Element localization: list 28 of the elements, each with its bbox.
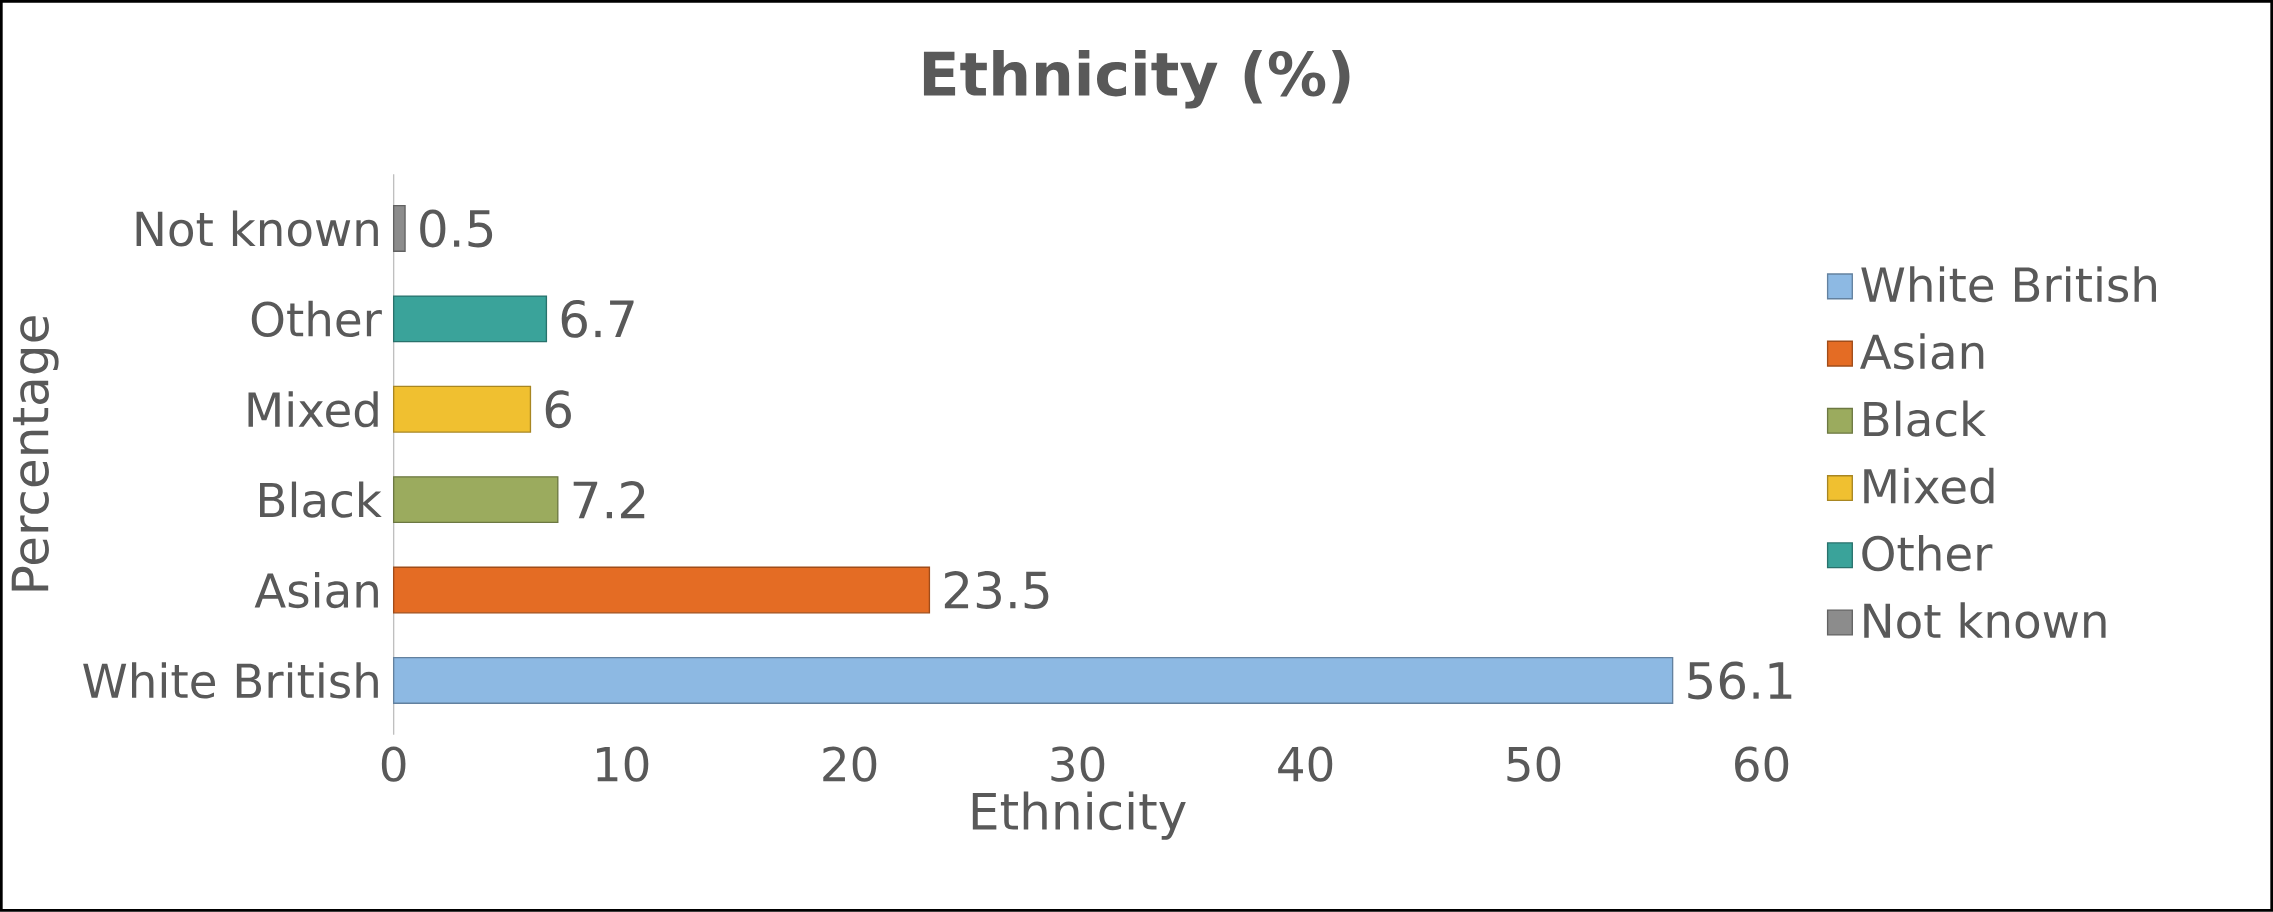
legend-label: Mixed (1864, 467, 1994, 505)
y-tick-label: Asian (254, 572, 378, 609)
x-axis-title: Ethnicity (972, 791, 1186, 840)
data-label: 6.7 (561, 300, 634, 338)
x-tick-label: 0 (381, 746, 406, 782)
data-label: 23.5 (944, 571, 1049, 610)
chart-title: Ethnicity (%) (923, 50, 1350, 109)
data-label: 56.1 (1688, 661, 1792, 700)
data-label: 6 (545, 390, 571, 429)
y-tick-label: Mixed (248, 391, 378, 428)
x-tick-label: 10 (597, 746, 649, 782)
legend-label: Black (1864, 400, 1987, 437)
x-tick-label: 20 (823, 746, 877, 782)
y-tick-label: White British (83, 662, 378, 699)
y-tick-label: Black (260, 481, 382, 518)
x-tick-label: 60 (1735, 746, 1789, 782)
x-tick-label: 30 (1051, 746, 1105, 782)
legend-label: Not known (1864, 602, 2106, 639)
y-tick-label: Not known (136, 210, 378, 247)
legend-label: Other (1862, 535, 1993, 572)
data-label: 7.2 (573, 481, 645, 519)
legend-label: White British (1861, 266, 2156, 303)
x-tick-label: 50 (1507, 746, 1561, 782)
data-label: 0.5 (420, 209, 493, 248)
y-axis-title: Percentage (11, 316, 59, 591)
y-tick-label: Other (251, 300, 382, 338)
legend-label: Asian (1860, 333, 1984, 370)
x-tick-label: 40 (1278, 746, 1333, 782)
